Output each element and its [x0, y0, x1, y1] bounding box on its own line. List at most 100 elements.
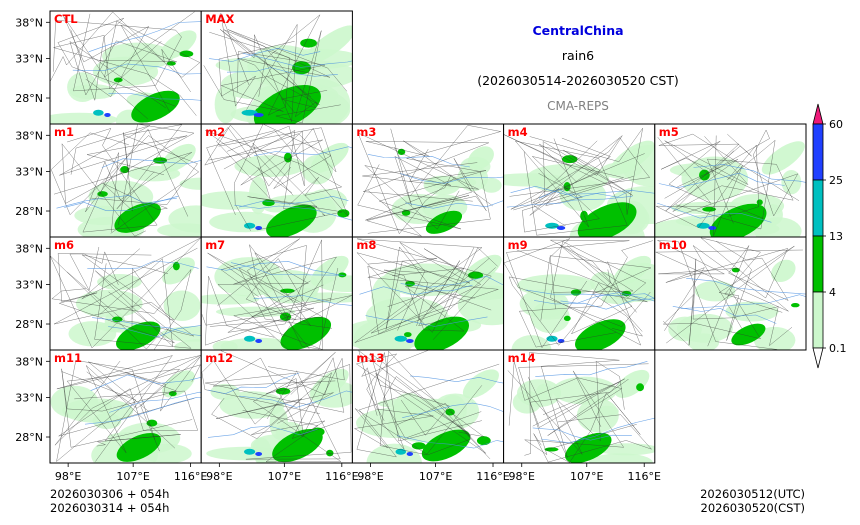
province-borders: [201, 238, 352, 350]
storm-rain-spot: [255, 451, 263, 456]
moderate-rain-spot: [255, 107, 270, 115]
lon-tick-label: 98°E: [206, 470, 232, 483]
period-title: (2026030514-2026030520 CST): [477, 73, 679, 88]
storm-rain-spot: [104, 112, 111, 117]
panel-label: m13: [356, 351, 384, 365]
lon-tick-label: 98°E: [509, 470, 535, 483]
light-rain-band: [310, 142, 349, 173]
light-rain-patch: [50, 112, 118, 124]
storm-rain-spot: [556, 225, 566, 230]
light-rain-patch: [209, 211, 282, 233]
panel-label: m5: [659, 125, 679, 139]
light-rain-band: [162, 370, 195, 398]
light-rain-band: [614, 369, 650, 398]
lon-tick-label: 98°E: [55, 470, 81, 483]
rivers: [525, 289, 655, 310]
panel-label: CTL: [54, 12, 78, 26]
province-borders: [201, 350, 353, 463]
light-rain-patch: [423, 176, 477, 189]
map-panel-m7: m7: [200, 236, 353, 351]
lat-tick-label: 28°N: [15, 92, 43, 105]
moderate-rain-spot: [404, 332, 412, 338]
lat-tick-label: 33°N: [15, 278, 43, 291]
moderate-rain-spot: [153, 157, 168, 164]
panel-label: m12: [205, 351, 233, 365]
map-panel-m13: m13: [351, 349, 505, 464]
lon-tick-label: 116°E: [627, 470, 660, 483]
lat-tick-label: 38°N: [15, 242, 43, 255]
storm-rain-spot: [253, 112, 264, 117]
province-borders: [503, 238, 653, 349]
moderate-rain-spot: [280, 288, 295, 294]
rivers: [87, 260, 202, 338]
heavy-rain-spot: [545, 222, 559, 229]
light-rain-patch: [725, 301, 779, 322]
light-rain-patch: [248, 176, 268, 215]
lat-tick-label: 38°N: [15, 16, 43, 29]
moderate-rain-spot: [120, 166, 130, 174]
province-borders: [655, 129, 800, 236]
moderate-rain-spot: [292, 61, 311, 75]
moderate-rain-spot: [401, 209, 411, 216]
colorbar-level-label: 13: [829, 230, 843, 243]
colorbar-over-triangle: [812, 103, 824, 125]
light-rain-band: [613, 255, 652, 286]
rivers: [657, 164, 806, 223]
panel-label: MAX: [205, 12, 234, 26]
province-borders: [357, 125, 501, 237]
moderate-rain-spot: [561, 155, 578, 164]
heavy-rain-spot: [243, 448, 256, 455]
province-borders: [655, 237, 803, 350]
lat-tick-label: 28°N: [15, 205, 43, 218]
lon-tick-label: 116°E: [476, 470, 509, 483]
colorbar-level-label: 4: [829, 286, 836, 299]
panel-label: m4: [508, 125, 528, 139]
light-rain-band: [771, 259, 796, 283]
storm-rain-spot: [406, 338, 414, 343]
moderate-rain-area: [280, 316, 332, 350]
province-borders: [203, 13, 348, 124]
axes-layer: 38°N 33°N 28°N 38°N 33°N 28°N 38°N 33°N 28°N 38°N…: [15, 16, 661, 483]
colorbar-level-label: 0.1: [829, 342, 847, 355]
moderate-rain-spot: [300, 38, 317, 48]
light-rain-patch: [694, 280, 736, 302]
panels-layer: CTL MAX m1 m2 m3 m4 m5 m6 m7 m8 m9 m10 m11 m12 m13 m14: [49, 10, 807, 464]
rivers: [397, 375, 504, 449]
moderate-rain-area: [425, 210, 463, 234]
light-rain-patch: [219, 391, 285, 419]
panel-label: m14: [508, 351, 536, 365]
lat-tick-label: 33°N: [15, 52, 43, 65]
map-panel-m6: m6: [49, 236, 202, 351]
rivers: [359, 275, 504, 327]
light-rain-band: [467, 146, 494, 170]
colorbar-segment: [812, 291, 824, 349]
rivers: [532, 361, 655, 444]
panel-label: m7: [205, 238, 225, 252]
map-panel-max: MAX: [200, 10, 353, 125]
light-rain-patch: [220, 337, 297, 350]
panel-label: m2: [205, 125, 225, 139]
moderate-rain-spot: [337, 209, 350, 218]
lon-tick-label: 98°E: [357, 470, 383, 483]
moderate-rain-spot: [756, 199, 763, 206]
moderate-rain-area: [266, 204, 317, 237]
moderate-rain-spot: [326, 449, 334, 457]
moderate-rain-spot: [702, 206, 716, 212]
lat-tick-label: 33°N: [15, 391, 43, 404]
province-borders: [50, 237, 201, 350]
panel-label: m1: [54, 125, 74, 139]
source-title: CMA-REPS: [547, 99, 609, 113]
map-panel-m14: m14: [503, 349, 656, 464]
lat-tick-label: 28°N: [15, 431, 43, 444]
light-rain-band: [761, 141, 805, 175]
moderate-rain-area: [253, 85, 321, 124]
light-rain-patch: [681, 156, 749, 201]
province-borders: [353, 350, 500, 460]
lat-tick-label: 33°N: [15, 165, 43, 178]
rivers: [506, 185, 655, 208]
rivers: [367, 154, 504, 209]
light-rain-patch: [234, 155, 306, 177]
province-borders: [354, 238, 499, 343]
map-panel-m12: m12: [200, 349, 353, 464]
moderate-rain-spot: [563, 315, 571, 321]
